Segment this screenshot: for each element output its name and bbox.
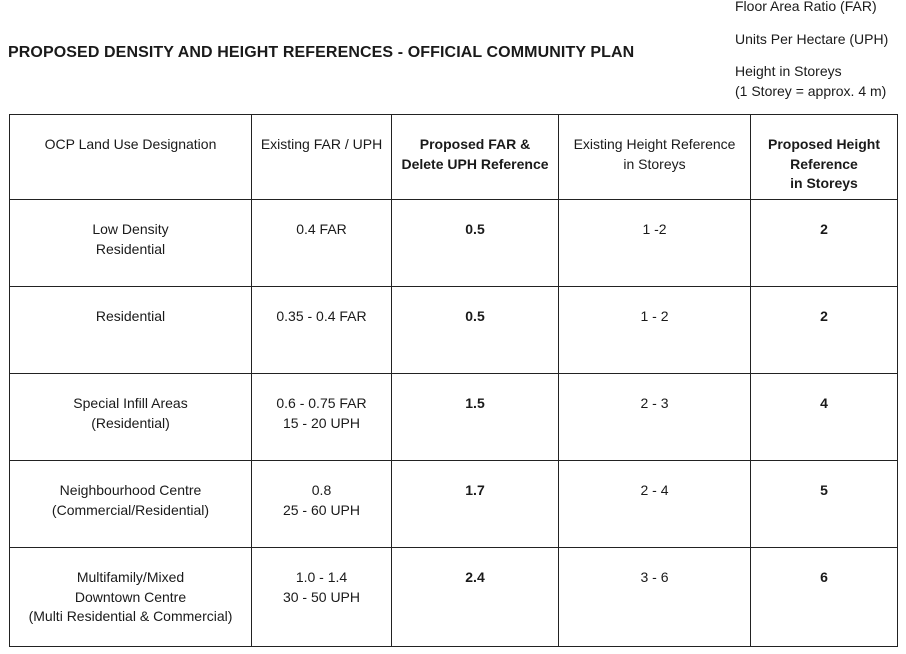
- header-proposed-height: Proposed Height Reference in Storeys: [750, 114, 898, 200]
- cell-existing-height: 3 - 6: [558, 547, 751, 647]
- cell-designation: Neighbourhood Centre (Commercial/Residen…: [9, 460, 252, 548]
- table-row: Neighbourhood Centre (Commercial/Residen…: [9, 460, 898, 548]
- cell-existing-far-uph: 1.0 - 1.4 30 - 50 UPH: [251, 547, 392, 647]
- cell-proposed-height: 4: [750, 373, 898, 461]
- table-row: Low Density Residential 0.4 FAR 0.5 1 -2…: [9, 199, 898, 287]
- density-height-table: OCP Land Use Designation Existing FAR / …: [9, 114, 898, 647]
- legend-far: Floor Area Ratio (FAR): [735, 0, 877, 14]
- legend-height: Height in Storeys: [735, 63, 842, 79]
- cell-designation: Multifamily/Mixed Downtown Centre (Multi…: [9, 547, 252, 647]
- table-row: Multifamily/Mixed Downtown Centre (Multi…: [9, 547, 898, 647]
- cell-designation: Special Infill Areas (Residential): [9, 373, 252, 461]
- cell-proposed-far: 0.5: [391, 286, 559, 374]
- cell-designation: Residential: [9, 286, 252, 374]
- header-existing-height: Existing Height Reference in Storeys: [558, 114, 751, 200]
- table-row: Residential 0.35 - 0.4 FAR 0.5 1 - 2 2: [9, 286, 898, 374]
- cell-designation: Low Density Residential: [9, 199, 252, 287]
- cell-proposed-far: 1.7: [391, 460, 559, 548]
- cell-existing-far-uph: 0.4 FAR: [251, 199, 392, 287]
- cell-existing-far-uph: 0.8 25 - 60 UPH: [251, 460, 392, 548]
- cell-existing-height: 1 - 2: [558, 286, 751, 374]
- cell-existing-height: 2 - 3: [558, 373, 751, 461]
- cell-proposed-height: 2: [750, 286, 898, 374]
- cell-proposed-height: 2: [750, 199, 898, 287]
- legend-height-note: (1 Storey = approx. 4 m): [735, 83, 887, 99]
- table-header-row: OCP Land Use Designation Existing FAR / …: [9, 114, 898, 200]
- cell-existing-far-uph: 0.6 - 0.75 FAR 15 - 20 UPH: [251, 373, 392, 461]
- header-designation: OCP Land Use Designation: [9, 114, 252, 200]
- legend-uph: Units Per Hectare (UPH): [735, 31, 889, 47]
- cell-proposed-height: 6: [750, 547, 898, 647]
- cell-existing-far-uph: 0.35 - 0.4 FAR: [251, 286, 392, 374]
- cell-proposed-far: 1.5: [391, 373, 559, 461]
- cell-existing-height: 2 - 4: [558, 460, 751, 548]
- header-existing-far-uph: Existing FAR / UPH: [251, 114, 392, 200]
- cell-proposed-far: 2.4: [391, 547, 559, 647]
- page-title: PROPOSED DENSITY AND HEIGHT REFERENCES -…: [8, 44, 635, 61]
- header-proposed-far: Proposed FAR & Delete UPH Reference: [391, 114, 559, 200]
- cell-existing-height: 1 -2: [558, 199, 751, 287]
- table-row: Special Infill Areas (Residential) 0.6 -…: [9, 373, 898, 461]
- cell-proposed-far: 0.5: [391, 199, 559, 287]
- cell-proposed-height: 5: [750, 460, 898, 548]
